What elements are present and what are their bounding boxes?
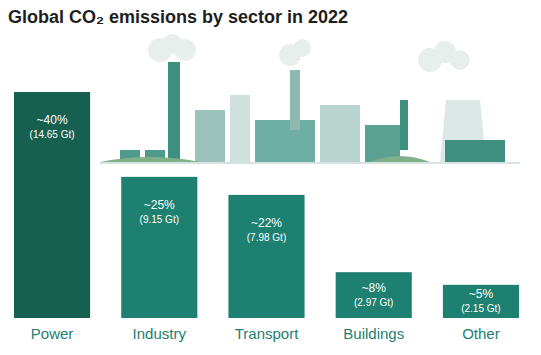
illustration-shape bbox=[255, 120, 315, 162]
tick-label: Power bbox=[31, 325, 74, 342]
tick: Transport bbox=[235, 318, 299, 342]
tick-label: Industry bbox=[133, 325, 187, 342]
tick: Industry bbox=[133, 318, 187, 342]
illustration bbox=[100, 34, 520, 164]
axis-line bbox=[15, 318, 520, 319]
title: Global CO₂ emissions by sector in 2022 bbox=[8, 7, 348, 27]
illustration-shape bbox=[168, 62, 180, 162]
illustration-cloud bbox=[293, 39, 311, 57]
share-label: ~40% bbox=[37, 113, 68, 127]
data-label: (9.15 Gt) bbox=[140, 214, 179, 225]
data-label: (2.15 Gt) bbox=[461, 303, 500, 314]
bars bbox=[14, 92, 519, 318]
illustration-shape bbox=[320, 105, 360, 162]
illustration-cloud bbox=[450, 50, 470, 70]
tick-label: Buildings bbox=[343, 325, 404, 342]
illustration-shape bbox=[400, 100, 408, 150]
chart-svg: Global CO₂ emissions by sector in 2022 ~4… bbox=[0, 0, 541, 355]
tick: Buildings bbox=[343, 318, 404, 342]
bar bbox=[228, 195, 304, 318]
share-label: ~22% bbox=[251, 216, 282, 230]
illustration-shape bbox=[230, 95, 250, 162]
share-label: ~5% bbox=[469, 287, 494, 301]
tick: Other bbox=[462, 318, 500, 342]
illustration-cloud bbox=[174, 39, 196, 61]
illustration-shape bbox=[445, 140, 505, 162]
bar bbox=[443, 285, 519, 318]
illustration-shape bbox=[290, 70, 300, 130]
tick: Power bbox=[31, 318, 74, 342]
bar bbox=[121, 177, 197, 318]
data-label: (14.65 Gt) bbox=[30, 129, 75, 140]
illustration-hill bbox=[100, 157, 200, 162]
data-label: (2.97 Gt) bbox=[354, 297, 393, 308]
illustration-shape bbox=[100, 162, 520, 164]
bar bbox=[14, 92, 90, 318]
data-labels: ~40% (14.65 Gt) ~25% (9.15 Gt) ~22% (7.98 Gt)… bbox=[30, 113, 501, 314]
share-label: ~8% bbox=[362, 281, 387, 295]
bar bbox=[336, 272, 412, 318]
x-axis: Power Industry Transport Buildings Other bbox=[15, 318, 520, 342]
illustration-shape bbox=[195, 110, 225, 162]
chart-container: Global CO₂ emissions by sector in 2022 ~4… bbox=[0, 0, 541, 355]
tick-label: Other bbox=[462, 325, 500, 342]
data-label: (7.98 Gt) bbox=[247, 232, 286, 243]
illustration-hill bbox=[370, 156, 430, 162]
tick-label: Transport bbox=[235, 325, 299, 342]
share-label: ~25% bbox=[144, 198, 175, 212]
